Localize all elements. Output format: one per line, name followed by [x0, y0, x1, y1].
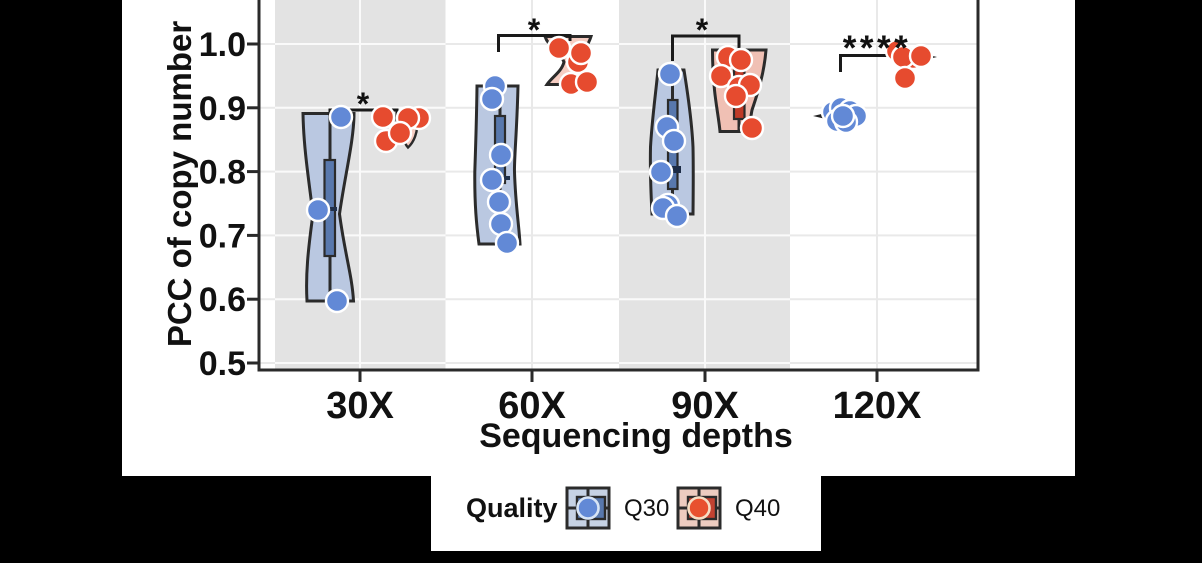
svg-text:*: *: [357, 86, 370, 122]
svg-text:Q30: Q30: [624, 495, 669, 522]
svg-text:30X: 30X: [326, 385, 394, 427]
svg-text:****: ****: [843, 29, 911, 68]
svg-text:Q40: Q40: [735, 495, 780, 522]
svg-text:0.7: 0.7: [199, 217, 246, 255]
svg-text:0.8: 0.8: [199, 154, 246, 192]
svg-text:0.5: 0.5: [199, 345, 246, 383]
svg-text:0.9: 0.9: [199, 90, 246, 128]
svg-text:PCC of copy number: PCC of copy number: [161, 21, 198, 348]
svg-text:Sequencing depths: Sequencing depths: [479, 417, 793, 455]
svg-text:*: *: [528, 12, 541, 48]
svg-text:90X: 90X: [671, 385, 739, 427]
svg-text:120X: 120X: [833, 385, 922, 427]
svg-text:60X: 60X: [498, 385, 566, 427]
svg-text:0.6: 0.6: [199, 281, 246, 319]
svg-text:Quality: Quality: [466, 493, 558, 523]
svg-text:*: *: [696, 12, 709, 48]
svg-text:1.0: 1.0: [199, 26, 246, 64]
